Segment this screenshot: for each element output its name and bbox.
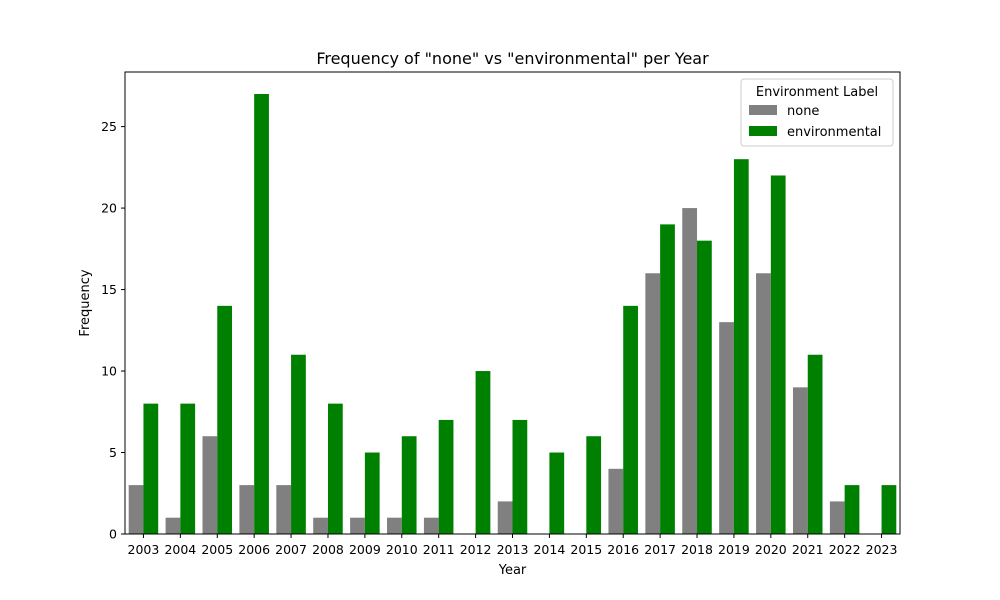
bar-none-2019 — [719, 322, 734, 534]
x-tick-label-2023: 2023 — [866, 542, 898, 557]
y-axis-label: Frequency — [78, 269, 93, 336]
bar-environmental-2006 — [254, 94, 269, 534]
bar-environmental-2019 — [733, 159, 749, 534]
x-tick-label-2009: 2009 — [349, 542, 381, 557]
bar-environmental-2023 — [881, 485, 897, 534]
bar-none-2003 — [128, 485, 144, 534]
x-tick-label-2011: 2011 — [423, 542, 455, 557]
x-tick-label-2016: 2016 — [607, 542, 639, 557]
bar-environmental-2012 — [475, 371, 491, 534]
bar-environmental-2011 — [438, 419, 454, 534]
bar-none-2022 — [829, 501, 845, 534]
y-tick-label-5: 5 — [109, 445, 117, 460]
bar-environmental-2013 — [512, 419, 528, 534]
bar-environmental-2005 — [217, 305, 233, 534]
x-tick-label-2007: 2007 — [275, 542, 307, 557]
y-tick-label-0: 0 — [109, 527, 117, 542]
x-axis-label: Year — [498, 563, 527, 578]
y-tick-label-25: 25 — [101, 119, 117, 134]
bar-none-2007 — [276, 485, 292, 534]
x-axis-ticks: 2003 2004 2005 2006 2007 2008 2009 2010 2011 2012… — [128, 534, 898, 557]
x-tick-label-2010: 2010 — [386, 542, 418, 557]
x-tick-label-2017: 2017 — [644, 542, 676, 557]
x-tick-label-2008: 2008 — [312, 542, 344, 557]
bar-environmental-2009 — [364, 452, 380, 534]
x-tick-label-2019: 2019 — [718, 542, 750, 557]
bar-environmental-2022 — [844, 485, 860, 534]
bar-none-2008 — [313, 517, 328, 534]
x-tick-label-2020: 2020 — [755, 542, 787, 557]
x-tick-label-2014: 2014 — [533, 542, 565, 557]
bar-none-2017 — [645, 273, 661, 534]
legend-frame — [740, 78, 894, 147]
bar-environmental-2016 — [623, 305, 638, 534]
bar-environmental-2003 — [143, 403, 159, 534]
bar-none-2009 — [350, 517, 365, 534]
y-tick-label-15: 15 — [101, 282, 117, 297]
legend: Environment Label none environmental — [740, 78, 894, 147]
bar-environmental-2018 — [697, 240, 712, 535]
x-tick-label-2003: 2003 — [128, 542, 160, 557]
bar-none-2006 — [239, 485, 255, 534]
bar-none-2010 — [387, 517, 402, 534]
legend-swatch-environmental — [749, 126, 777, 136]
bars-group — [128, 94, 897, 535]
x-tick-label-2015: 2015 — [570, 542, 602, 557]
legend-label-environmental: environmental — [787, 125, 881, 140]
bar-none-2021 — [792, 387, 808, 534]
bar-none-2011 — [423, 517, 439, 534]
bar-environmental-2017 — [660, 224, 675, 534]
bar-environmental-2008 — [327, 403, 343, 534]
bar-none-2020 — [756, 273, 771, 534]
legend-label-none: none — [787, 104, 819, 119]
bar-none-2005 — [202, 436, 218, 534]
bar-environmental-2010 — [401, 436, 417, 534]
x-tick-label-2005: 2005 — [201, 542, 233, 557]
x-tick-label-2012: 2012 — [460, 542, 492, 557]
legend-swatch-none — [749, 105, 777, 115]
y-tick-label-10: 10 — [101, 364, 117, 379]
chart-title: Frequency of "none" vs "environmental" p… — [316, 49, 709, 68]
legend-title: Environment Label — [756, 85, 878, 100]
bar-environmental-2021 — [807, 354, 823, 534]
y-axis-ticks: 0 5 10 15 20 25 — [101, 119, 125, 542]
bar-none-2016 — [608, 468, 624, 534]
x-tick-label-2006: 2006 — [238, 542, 270, 557]
x-tick-label-2013: 2013 — [497, 542, 529, 557]
bar-none-2013 — [497, 501, 513, 534]
bar-environmental-2004 — [180, 403, 196, 534]
bar-none-2004 — [165, 517, 181, 534]
x-tick-label-2022: 2022 — [829, 542, 861, 557]
bar-environmental-2007 — [291, 354, 306, 534]
x-tick-label-2018: 2018 — [681, 542, 713, 557]
y-tick-label-20: 20 — [101, 201, 117, 216]
bar-environmental-2015 — [586, 436, 602, 534]
x-tick-label-2021: 2021 — [792, 542, 824, 557]
bar-environmental-2014 — [549, 452, 565, 534]
bar-none-2018 — [682, 208, 698, 534]
bar-environmental-2020 — [770, 175, 786, 535]
x-tick-label-2004: 2004 — [164, 542, 196, 557]
